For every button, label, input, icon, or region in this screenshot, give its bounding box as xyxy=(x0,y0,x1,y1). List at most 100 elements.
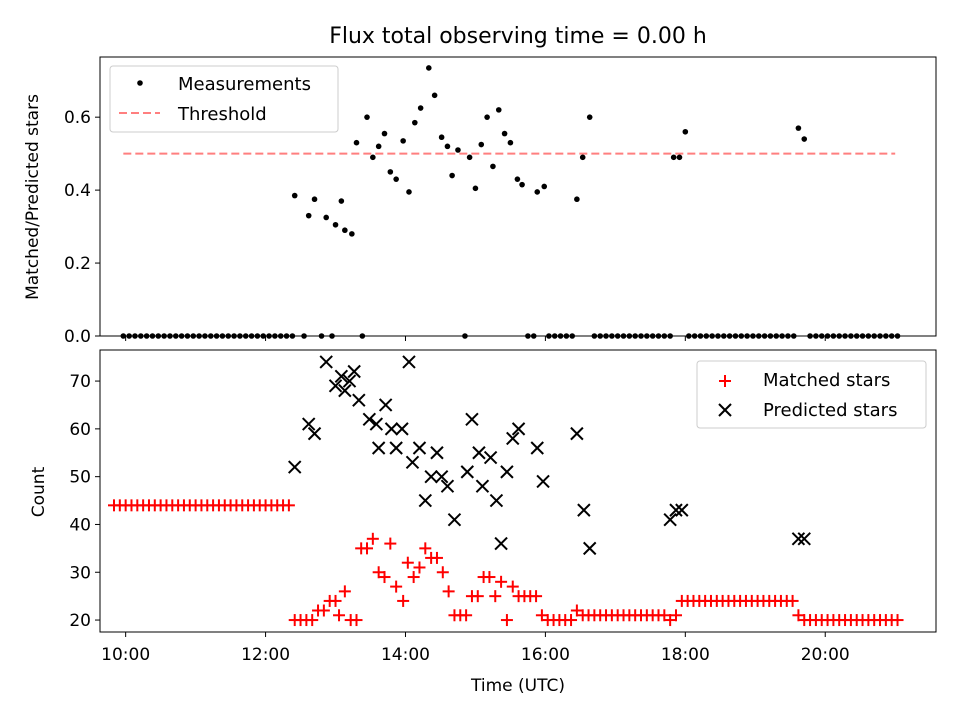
matched-star-point xyxy=(565,614,578,627)
predicted-star-point xyxy=(418,493,433,508)
bottom-y-axis-label: Count xyxy=(29,466,49,517)
matched-star-point xyxy=(483,571,496,584)
matched-star-point xyxy=(333,609,346,622)
predicted-star-point xyxy=(675,503,689,517)
predicted-star-point xyxy=(412,441,427,455)
predicted-star-point xyxy=(424,469,438,484)
measurement-point xyxy=(338,198,345,204)
predicted-star-point xyxy=(475,479,490,493)
measurement-point xyxy=(311,196,318,203)
predicted-star-point xyxy=(405,455,420,470)
predicted-star-point xyxy=(334,369,349,383)
top-y-tick-label: 0.6 xyxy=(64,108,91,128)
predicted-star-point xyxy=(328,379,343,393)
top-y-tick-label: 0.4 xyxy=(64,181,91,201)
predicted-star-point xyxy=(506,431,520,446)
predicted-star-point xyxy=(342,374,357,388)
predicted-star-point xyxy=(430,446,444,460)
bottom-legend-box xyxy=(696,360,927,429)
predicted-star-point xyxy=(570,426,584,441)
measurement-point xyxy=(534,189,541,195)
measurement-point xyxy=(431,92,438,99)
measurement-point xyxy=(449,172,455,179)
top-legend: Measurements Threshold xyxy=(109,65,339,133)
predicted-star-point xyxy=(465,412,479,427)
measurement-point xyxy=(586,114,593,120)
predicted-star-point xyxy=(362,412,377,427)
measurement-point xyxy=(579,154,586,161)
matched-star-point xyxy=(329,594,342,607)
measurement-point xyxy=(444,143,451,150)
matched-star-point xyxy=(786,594,799,607)
measurement-point xyxy=(484,114,490,120)
top-y-axis-label: Matched/Predicted stars xyxy=(23,94,43,300)
legend-predicted-label: Predicted stars xyxy=(763,400,897,421)
predicted-star-point xyxy=(434,469,449,484)
bottom-x-tick-label: 18:00 xyxy=(661,645,710,665)
matched-star-point xyxy=(366,532,379,545)
predicted-star-point xyxy=(489,493,504,508)
measurement-point xyxy=(472,185,479,192)
legend-matched-label: Matched stars xyxy=(763,370,890,391)
bottom-legend: Matched stars Predicted stars xyxy=(696,360,927,429)
matched-star-point xyxy=(282,499,295,512)
matched-star-point xyxy=(460,609,473,622)
legend-measurements-label: Measurements xyxy=(178,74,311,95)
bottom-x-tick-label: 12:00 xyxy=(241,645,290,665)
top-y-tick-label: 0.2 xyxy=(64,254,91,274)
predicted-star-point xyxy=(530,441,544,455)
predicted-star-point xyxy=(511,422,526,436)
predicted-star-point xyxy=(319,355,333,369)
matched-star-point xyxy=(495,575,508,588)
bottom-x-tick-label: 20:00 xyxy=(801,645,850,665)
predicted-star-point xyxy=(483,450,498,465)
predicted-star-point xyxy=(494,536,508,551)
predicted-star-point xyxy=(288,460,302,474)
predicted-star-point xyxy=(369,417,384,431)
legend-matched-marker xyxy=(719,375,731,387)
measurement-point xyxy=(438,134,445,141)
measurement-point xyxy=(519,181,525,188)
measurement-point xyxy=(305,212,312,219)
top-y-tick-label: 0.0 xyxy=(64,327,91,347)
matched-star-point xyxy=(442,585,455,598)
predicted-star-point xyxy=(797,532,811,546)
matched-star-point xyxy=(530,590,543,603)
measurement-point xyxy=(364,114,370,120)
measurement-point xyxy=(353,139,360,146)
bottom-x-axis: 10:00 12:00 14:00 16:00 18:00 20:00 xyxy=(101,632,850,665)
measurement-point xyxy=(381,130,388,137)
matched-star-point xyxy=(317,604,330,617)
predicted-star-point xyxy=(302,417,316,431)
predicted-star-point xyxy=(384,422,399,436)
top-legend-box xyxy=(109,65,339,133)
measurement-point xyxy=(490,163,496,170)
measurement-point xyxy=(349,231,355,237)
predicted-star-point xyxy=(440,479,455,493)
bottom-x-tick-label: 16:00 xyxy=(521,645,570,665)
measurement-point xyxy=(375,143,382,150)
measurement-point xyxy=(400,138,406,144)
matched-star-point xyxy=(397,594,410,607)
predicted-star-point xyxy=(791,532,806,546)
measurement-point xyxy=(501,130,508,137)
bottom-y-tick-label: 30 xyxy=(69,563,91,583)
bottom-x-axis-label: Time (UTC) xyxy=(470,676,565,696)
predicted-star-point xyxy=(395,422,409,436)
measurement-point xyxy=(514,176,521,182)
bottom-y-axis: 20 30 40 50 60 70 xyxy=(69,372,100,631)
matched-star-point xyxy=(306,614,319,627)
predicted-star-point xyxy=(472,446,486,460)
top-panel: 0.0 0.2 0.4 0.6 Matched/Predicted stars Mea… xyxy=(23,56,937,347)
measurement-point xyxy=(332,221,339,228)
matched-star-point xyxy=(338,585,351,598)
predicted-star-point xyxy=(669,503,683,517)
top-y-axis: 0.0 0.2 0.4 0.6 xyxy=(64,108,100,347)
predicted-star-point xyxy=(447,512,462,527)
bottom-y-tick-label: 40 xyxy=(69,515,91,535)
measurement-point xyxy=(670,154,677,161)
matched-star-point xyxy=(669,609,682,622)
measurement-point xyxy=(478,141,485,148)
top-chart-title: Flux total observing time = 0.00 h xyxy=(329,24,707,49)
